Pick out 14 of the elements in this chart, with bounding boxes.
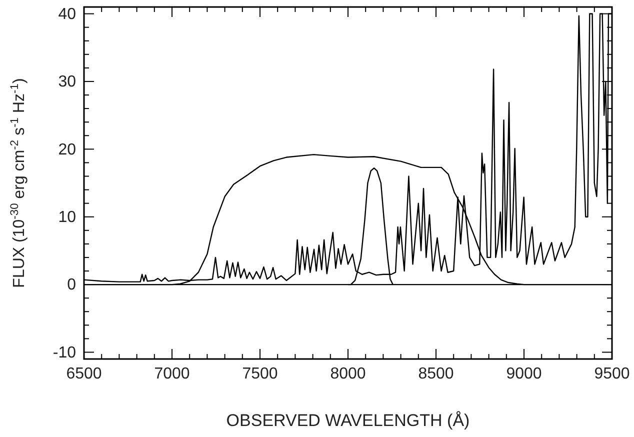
x-axis-title: OBSERVED WAVELENGTH (Å) <box>226 411 470 430</box>
y-tick-label: -10 <box>52 344 76 362</box>
y-tick-label: 30 <box>58 74 76 91</box>
x-tick-label: 9000 <box>506 365 542 382</box>
x-tick-label: 7000 <box>154 365 190 382</box>
y-tick-label: 40 <box>58 6 76 23</box>
x-tick-label: 6500 <box>66 365 102 382</box>
y-tick-label: 10 <box>58 208 76 226</box>
y-tick-label: 0 <box>67 276 76 294</box>
x-tick-label: 9500 <box>594 365 630 382</box>
x-tick-label: 8500 <box>418 365 454 382</box>
x-tick-label: 7500 <box>242 365 278 382</box>
y-tick-label: 20 <box>58 141 76 158</box>
x-tick-label: 8000 <box>330 365 366 382</box>
